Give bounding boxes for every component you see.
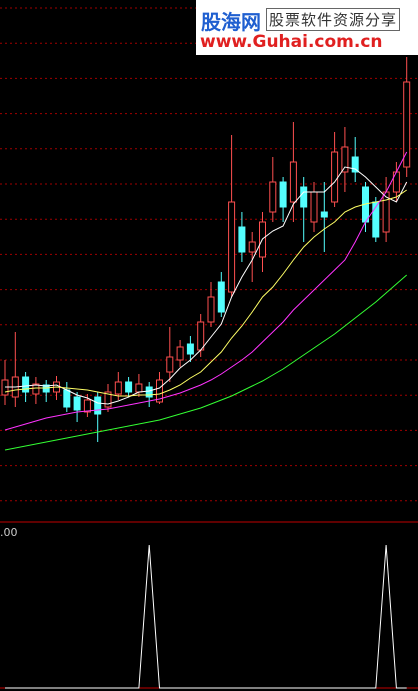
candle-body — [403, 81, 411, 168]
ma-line — [5, 166, 408, 405]
candle-body — [351, 156, 359, 173]
candle-body — [269, 181, 277, 213]
candle-body — [145, 386, 153, 398]
candle-body — [289, 161, 297, 203]
candle-body — [166, 356, 174, 373]
watermark: 股海网 股票软件资源分享 www.Guhai.com.cn — [196, 0, 418, 55]
candle-body — [156, 379, 163, 403]
candle-body — [238, 226, 246, 253]
candle-body — [300, 186, 308, 208]
candle-body — [331, 151, 339, 203]
candle-body — [114, 381, 122, 395]
candle-body — [207, 296, 215, 323]
candle-body — [310, 191, 318, 223]
candle-body — [22, 376, 30, 393]
candle-body — [125, 381, 133, 393]
candle-body — [63, 389, 71, 408]
candle-body — [135, 383, 143, 393]
candle-body — [228, 201, 236, 293]
candle-body — [279, 181, 287, 208]
candle-body — [176, 346, 184, 361]
tagline: 股票软件资源分享 — [266, 8, 401, 31]
candle-body — [94, 396, 102, 415]
candle-body — [186, 343, 194, 355]
candle-body — [320, 211, 328, 218]
candle-body — [248, 241, 256, 253]
candle-body — [341, 146, 349, 173]
candle-body — [217, 281, 225, 313]
brand: 股海网 — [201, 10, 261, 34]
url: www.Guhai.com.cn — [200, 32, 383, 52]
candle-body — [83, 399, 91, 413]
candle-body — [197, 321, 205, 351]
candle-body — [104, 391, 112, 408]
ma-line — [4, 151, 408, 431]
ma-line — [4, 189, 407, 397]
indicator-line — [5, 544, 407, 689]
ma-line — [4, 274, 408, 451]
candle-body — [32, 383, 40, 395]
candle-body — [73, 396, 81, 411]
indicator-label: .00 — [0, 526, 18, 539]
